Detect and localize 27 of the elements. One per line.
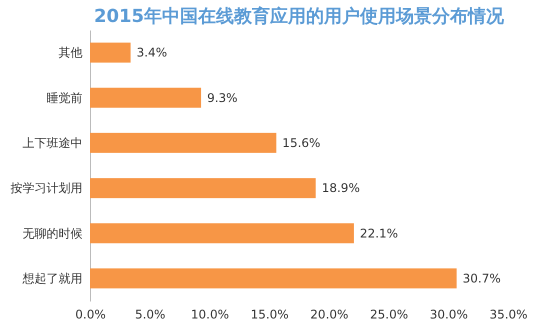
y-tick-label: 想起了就用 xyxy=(22,271,82,286)
bar xyxy=(90,42,131,63)
bar xyxy=(90,178,316,198)
x-tick-label: 10.0% xyxy=(190,308,229,322)
data-label: 22.1% xyxy=(360,226,398,240)
y-tick-label: 睡觉前 xyxy=(46,90,82,105)
data-label: 15.6% xyxy=(282,136,320,150)
bar xyxy=(90,132,276,153)
data-label: 18.9% xyxy=(322,181,360,196)
data-label: 9.3% xyxy=(207,90,238,105)
bar xyxy=(90,268,457,288)
y-tick-label: 上下班途中 xyxy=(22,136,82,150)
y-tick-label: 无聊的时候 xyxy=(22,226,82,240)
x-tick-label: 25.0% xyxy=(370,308,408,322)
x-tick-label: 35.0% xyxy=(489,308,528,322)
x-tick-label: 5.0% xyxy=(134,308,166,322)
bar xyxy=(90,223,354,244)
x-tick-label: 30.0% xyxy=(430,308,468,322)
x-tick-label: 15.0% xyxy=(250,308,289,322)
data-label: 30.7% xyxy=(462,271,501,286)
x-tick-label: 0.0% xyxy=(75,308,106,322)
y-tick-label: 其他 xyxy=(58,46,82,60)
y-tick-label: 按学习计划用 xyxy=(10,181,82,196)
data-label: 3.4% xyxy=(136,46,168,60)
x-tick-label: 20.0% xyxy=(310,308,348,322)
bar xyxy=(90,88,202,108)
chart-title: 2015年中国在线教育应用的用户使用场景分布情况 xyxy=(94,5,506,27)
